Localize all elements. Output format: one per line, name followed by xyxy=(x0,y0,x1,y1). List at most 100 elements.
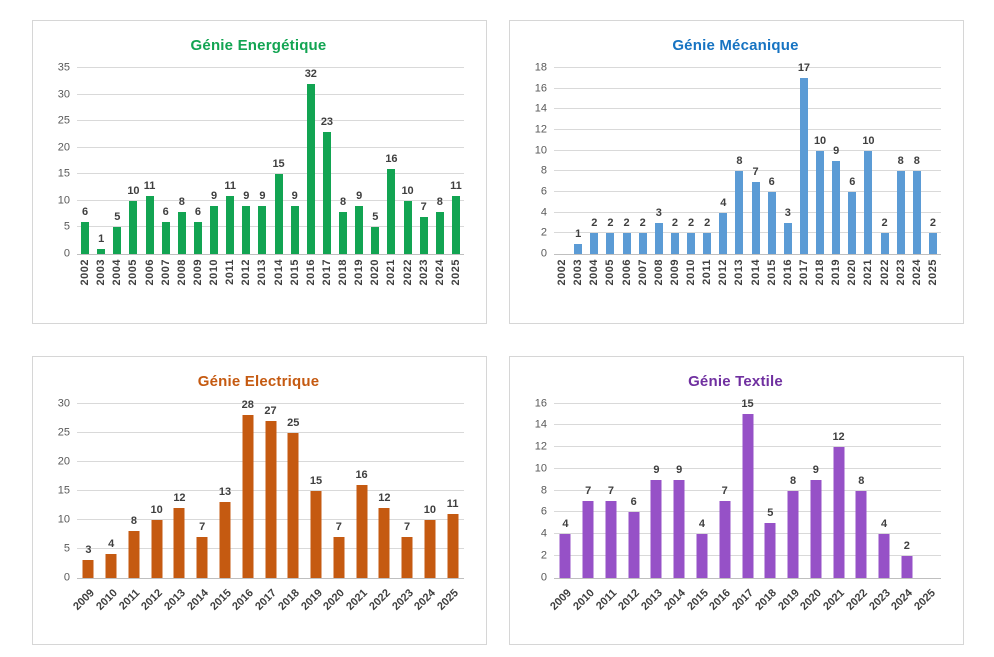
x-axis-tick: 2021 xyxy=(860,255,876,305)
bar-slot: 23 xyxy=(319,68,335,254)
bar-value-label: 2 xyxy=(607,217,614,230)
x-axis-tick: 2011 xyxy=(699,255,715,305)
x-axis-tick: 2002 xyxy=(554,255,570,305)
bar xyxy=(742,414,753,578)
x-axis-tick-label: 2009 xyxy=(191,259,204,286)
bar-slot: 11 xyxy=(448,68,464,254)
bar-value-label: 2 xyxy=(688,217,695,230)
bar-value-label: 7 xyxy=(585,485,592,498)
bar-slot: 4 xyxy=(554,404,577,578)
x-axis-tick-label: 2006 xyxy=(620,259,633,286)
bar xyxy=(928,233,937,254)
bar-value-label: 3 xyxy=(85,544,92,557)
bar-slot: 1 xyxy=(93,68,109,254)
gridline xyxy=(77,146,464,148)
y-axis-tick-label: 8 xyxy=(540,484,547,496)
bar-value-label: 6 xyxy=(82,206,89,219)
bar-value-label: 6 xyxy=(162,206,169,219)
bar-value-label: 32 xyxy=(304,67,317,80)
chart-panel: Génie Energétique 0 5 10 15 20 25 30 35 6 1 5 10 11 6 8… xyxy=(32,20,487,324)
bar-slot: 5 xyxy=(109,68,125,254)
gridline xyxy=(77,67,464,68)
x-axis-tick-label: 2005 xyxy=(127,259,140,286)
bar xyxy=(265,420,276,578)
x-axis-tick-label: 2021 xyxy=(385,259,398,286)
x-axis-tick-label: 2018 xyxy=(337,259,350,286)
gridline xyxy=(554,170,941,172)
bar-value-label: 17 xyxy=(797,62,811,75)
bar-value-label: 9 xyxy=(833,145,840,157)
bar xyxy=(832,161,841,254)
x-axis-tick-label: 2025 xyxy=(926,259,939,286)
bar xyxy=(290,206,299,254)
bar xyxy=(219,502,231,578)
bar xyxy=(696,534,708,578)
x-axis: 2009 2010 2011 2012 2013 2014 2015 2016 2017 2018… xyxy=(71,579,464,627)
y-axis-tick-label: 16 xyxy=(534,82,547,95)
y-axis-tick-label: 20 xyxy=(57,455,70,467)
bar-slot: 9 xyxy=(828,68,844,254)
bar-slot: 7 xyxy=(396,404,419,578)
bar xyxy=(419,216,428,254)
y-axis-tick-label: 5 xyxy=(63,220,70,233)
x-axis-tick: 2007 xyxy=(158,255,174,305)
x-axis-tick: 2013 xyxy=(254,255,270,305)
bar-slot: 10 xyxy=(125,68,141,254)
bar xyxy=(880,233,889,254)
x-axis-tick: 2003 xyxy=(570,255,586,305)
bar-value-label: 4 xyxy=(720,196,727,209)
x-axis-tick: 2016 xyxy=(303,255,319,305)
bar xyxy=(864,150,873,254)
y-axis-tick-label: 12 xyxy=(534,123,547,136)
bar-value-label: 6 xyxy=(768,176,775,188)
bar xyxy=(833,447,845,578)
bar-slot: 9 xyxy=(287,68,303,254)
bar xyxy=(371,227,380,254)
bar-slot: 9 xyxy=(351,68,367,254)
x-axis-tick-label: 2002 xyxy=(79,259,92,286)
x-axis-tick-label: 2009 xyxy=(548,586,574,613)
y-axis-tick-label: 20 xyxy=(57,141,70,154)
bar-value-label: 25 xyxy=(287,416,300,429)
x-axis-tick: 2008 xyxy=(651,255,667,305)
bar xyxy=(339,211,348,254)
bar xyxy=(242,206,251,254)
y-axis-tick-label: 14 xyxy=(534,102,547,115)
bar-value-label: 16 xyxy=(355,468,368,481)
bar-slot: 4 xyxy=(100,404,123,578)
x-axis-tick: 2020 xyxy=(844,255,860,305)
x-axis-tick: 2006 xyxy=(619,255,635,305)
bar-slot: 9 xyxy=(206,68,222,254)
bar-value-label: 2 xyxy=(623,217,630,230)
bar-value-label: 16 xyxy=(385,152,398,165)
x-axis: 2002 2003 2004 2005 2006 2007 2008 2009 2010 2011… xyxy=(554,255,941,305)
y-axis-tick-label: 4 xyxy=(540,206,547,219)
bar xyxy=(654,223,663,254)
bar-slot: 6 xyxy=(622,404,645,578)
bar xyxy=(764,523,776,578)
x-axis-tick: 2014 xyxy=(748,255,764,305)
bar-slot: 2 xyxy=(586,68,602,254)
bar-value-label: 8 xyxy=(858,474,865,487)
bar-slot: 12 xyxy=(168,404,191,578)
bar-value-label: 4 xyxy=(562,518,569,530)
bar-value-label: 15 xyxy=(741,398,754,411)
bar xyxy=(177,211,186,254)
bar-slot: 8 xyxy=(893,68,909,254)
bar-slot: 15 xyxy=(736,399,759,578)
bar xyxy=(447,513,459,578)
bar xyxy=(670,233,679,254)
bar-slot: 11 xyxy=(441,404,464,578)
y-axis-tick-label: 0 xyxy=(63,247,70,260)
x-axis-tick-label: 2012 xyxy=(717,259,730,286)
bar-slot: 8 xyxy=(432,68,448,254)
bar-slot xyxy=(918,404,941,578)
bar-value-label: 10 xyxy=(862,134,875,147)
x-axis-tick-label: 2021 xyxy=(862,259,875,286)
bar-value-label: 8 xyxy=(736,155,743,168)
bar-value-label: 9 xyxy=(812,463,819,476)
x-axis-tick: 2018 xyxy=(812,255,828,305)
bar xyxy=(638,233,647,254)
bar-slot: 7 xyxy=(748,68,764,254)
